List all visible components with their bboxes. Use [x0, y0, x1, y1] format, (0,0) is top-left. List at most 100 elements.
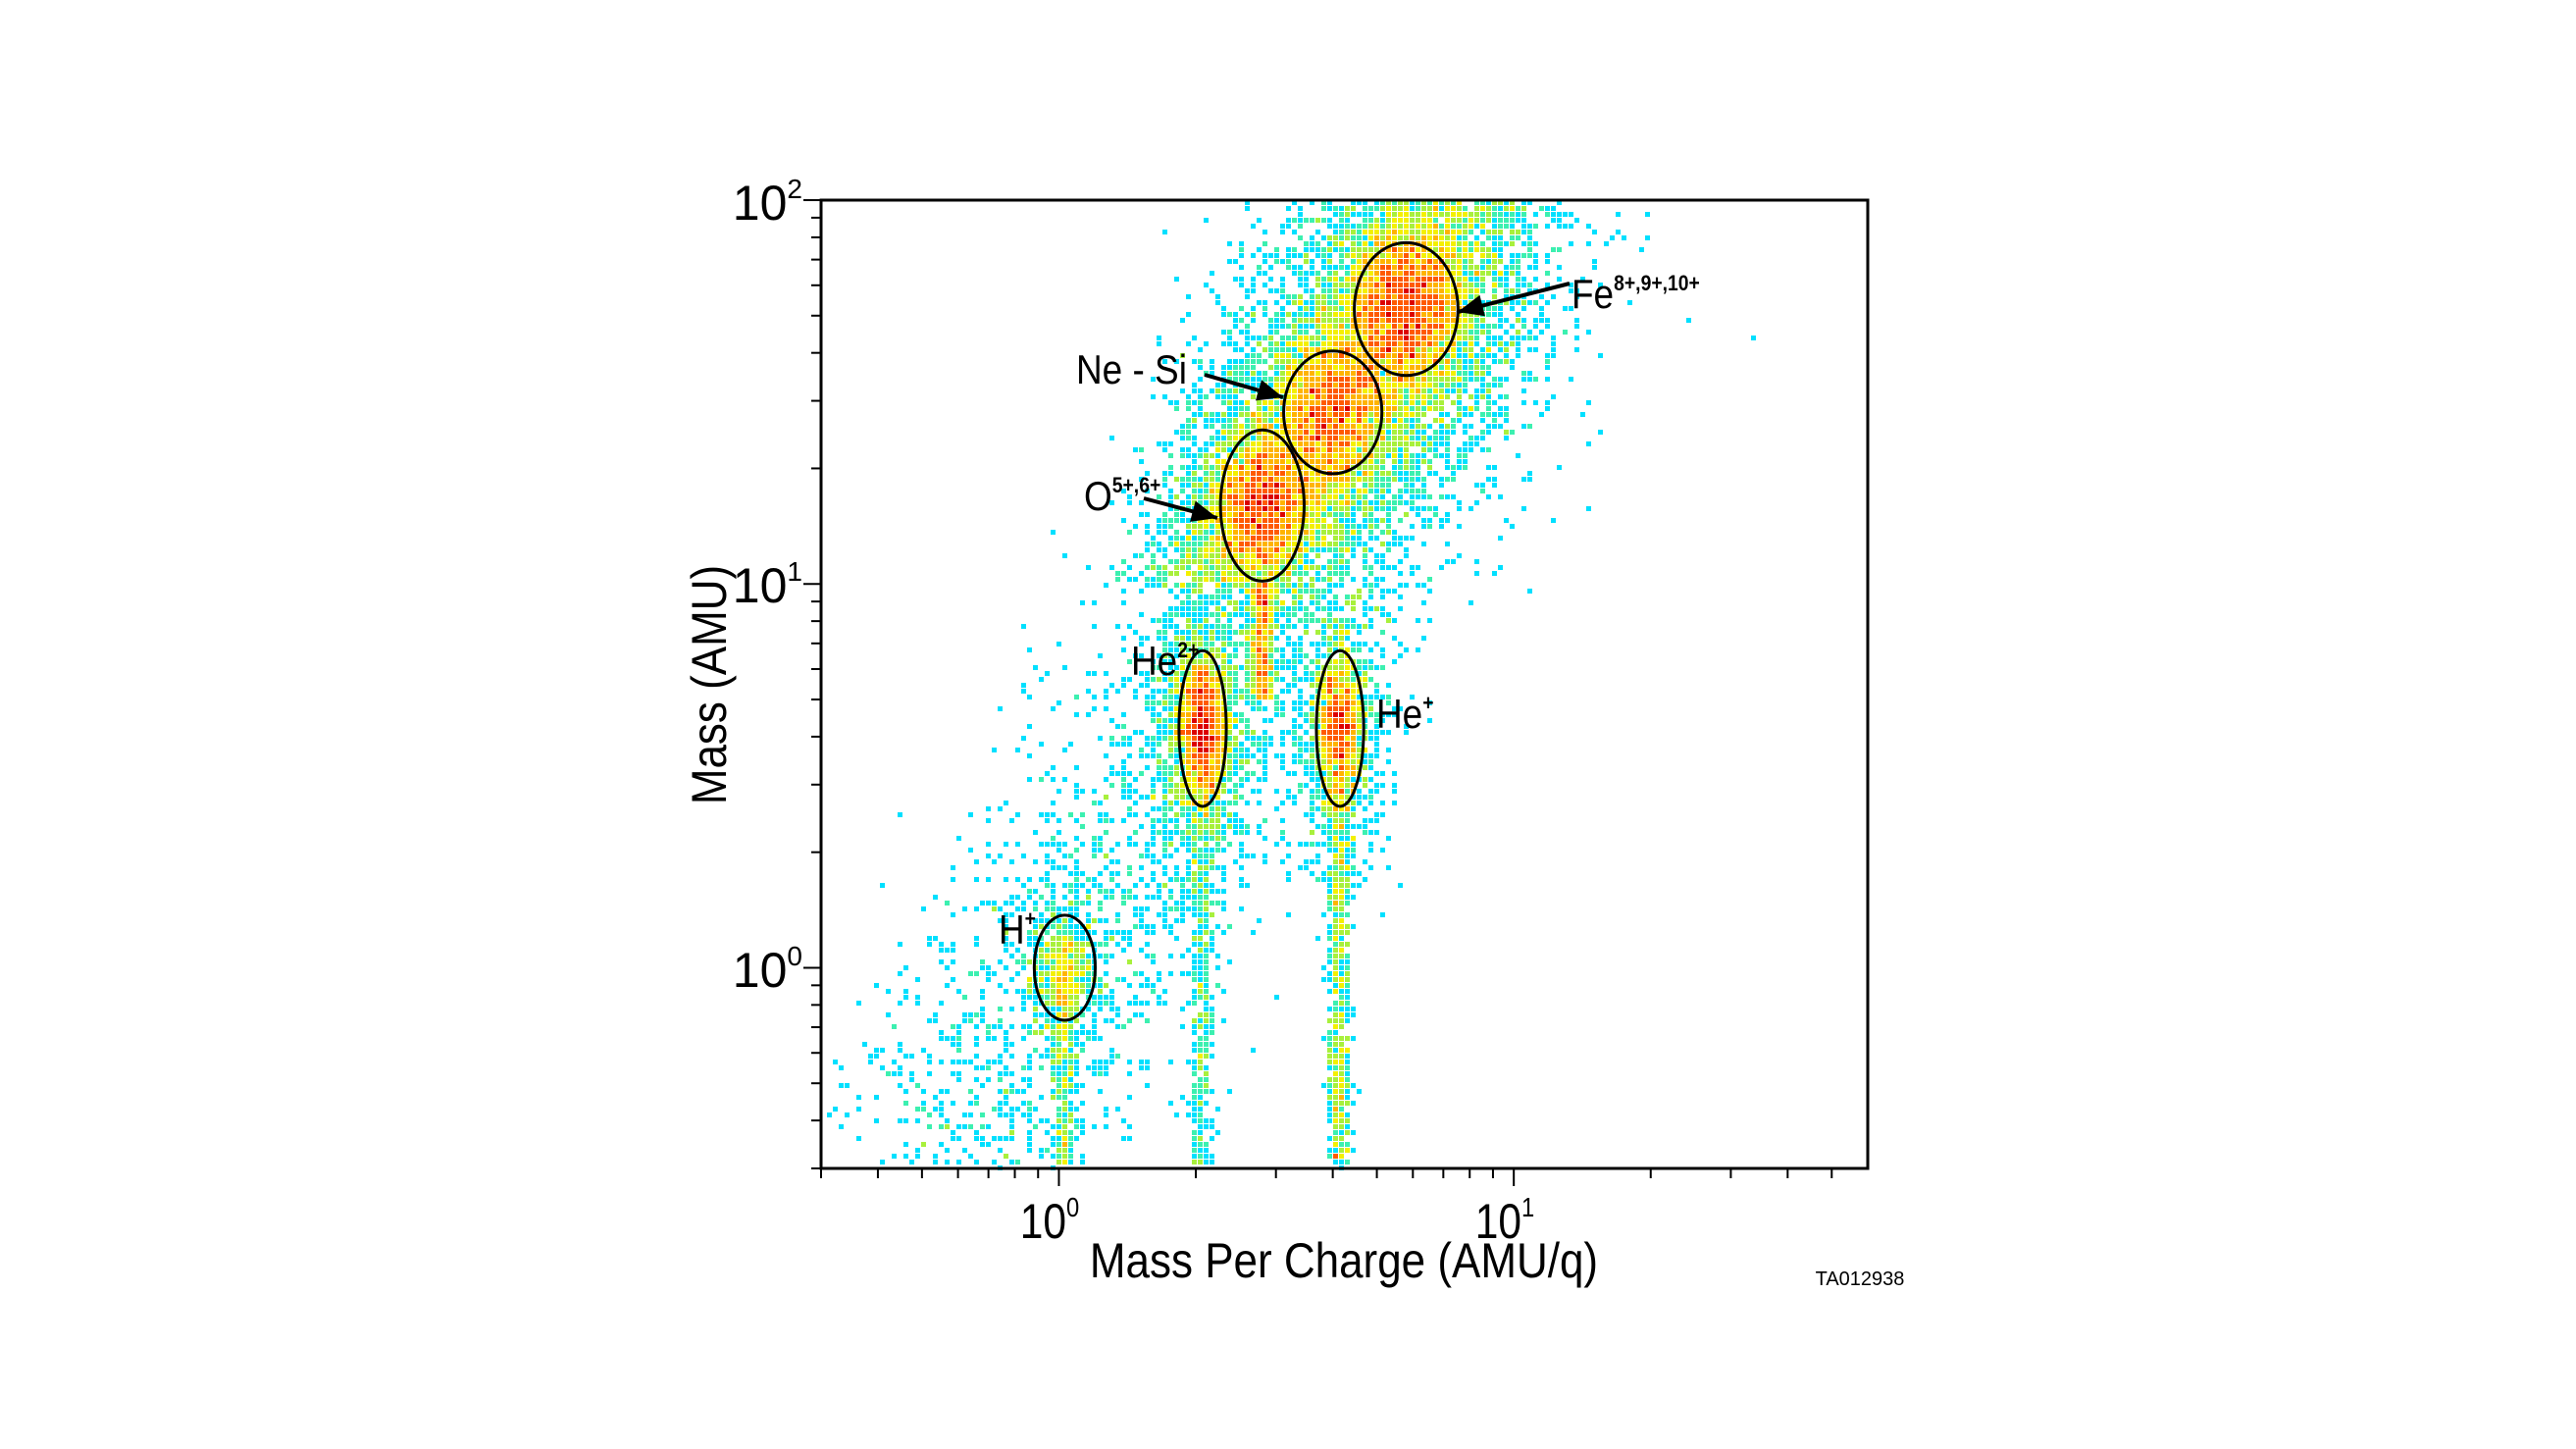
density-cell [1363, 371, 1367, 376]
density-cell [1416, 283, 1420, 287]
density-cell [1339, 418, 1344, 423]
density-cell [1280, 288, 1285, 293]
density-cell [1245, 424, 1250, 429]
density-cell [1045, 1036, 1050, 1041]
density-cell [1463, 430, 1468, 435]
density-cell [1121, 724, 1126, 729]
density-cell [1368, 218, 1373, 223]
density-cell [1280, 341, 1285, 346]
density-cell [1451, 330, 1456, 335]
density-cell [992, 1136, 997, 1141]
density-cell [1074, 765, 1079, 770]
density-cell [1168, 706, 1173, 711]
density-cell [968, 812, 973, 817]
density-cell [1056, 936, 1061, 941]
density-cell [1351, 271, 1356, 276]
density-cell [1192, 789, 1197, 794]
density-cell [1280, 506, 1285, 511]
density-cell [1480, 388, 1485, 393]
density-cell [1616, 230, 1621, 234]
density-cell [1339, 624, 1344, 629]
density-cell [1162, 359, 1167, 364]
density-cell [1527, 253, 1532, 258]
density-cell [1374, 359, 1379, 364]
density-cell [1286, 365, 1291, 370]
density-cell [1398, 883, 1403, 888]
density-cell [1074, 1018, 1079, 1023]
density-cell [1298, 265, 1303, 270]
density-cell [1404, 441, 1409, 446]
density-cell [1398, 394, 1403, 399]
density-cell [1374, 206, 1379, 211]
density-cell [1251, 571, 1256, 576]
density-cell [1321, 536, 1326, 541]
density-cell [980, 1018, 985, 1023]
density-cell [1392, 406, 1397, 411]
density-cell [986, 901, 991, 906]
density-cell [1298, 218, 1303, 223]
density-cell [1410, 441, 1415, 446]
density-cell [1339, 524, 1344, 529]
density-cell [1109, 436, 1114, 440]
density-cell [1357, 235, 1362, 240]
density-cell [1210, 818, 1214, 823]
density-cell [1180, 1024, 1185, 1029]
density-cell [1145, 742, 1150, 747]
density-cell [1245, 689, 1250, 694]
density-cell [1262, 706, 1267, 711]
density-cell [1310, 706, 1314, 711]
density-cell [1445, 288, 1450, 293]
density-cell [939, 1107, 944, 1112]
density-cell [1339, 436, 1344, 440]
density-cell [1327, 583, 1332, 588]
density-cell [1262, 241, 1267, 246]
density-cell [1333, 524, 1338, 529]
density-cell [1439, 241, 1444, 246]
density-cell [1327, 406, 1332, 411]
density-cell [1492, 288, 1497, 293]
density-cell [1527, 200, 1532, 205]
density-cell [1215, 447, 1220, 452]
density-cell [1580, 277, 1585, 282]
density-cell [1345, 777, 1350, 782]
density-cell [1251, 459, 1256, 464]
density-cell [1286, 518, 1291, 523]
density-cell [1315, 247, 1320, 252]
density-cell [1186, 765, 1191, 770]
density-cell [1198, 818, 1203, 823]
density-cell [1210, 471, 1214, 476]
density-cell [1245, 577, 1250, 582]
density-cell [1327, 200, 1332, 205]
density-cell [1268, 718, 1273, 723]
density-cell [1451, 288, 1456, 293]
density-cell [898, 942, 902, 947]
density-cell [1239, 412, 1244, 417]
density-cell [1310, 424, 1314, 429]
density-cell [945, 1036, 950, 1041]
density-cell [1451, 235, 1456, 240]
density-cell [1445, 336, 1450, 340]
density-cell [1151, 895, 1156, 900]
density-cell [1345, 494, 1350, 499]
density-cell [1298, 447, 1303, 452]
density-cell [1074, 877, 1079, 882]
density-cell [974, 936, 979, 941]
density-cell [1380, 912, 1385, 917]
density-cell [1204, 606, 1209, 611]
density-cell [915, 1083, 920, 1088]
density-cell [1274, 377, 1279, 382]
density-cell [1062, 1024, 1067, 1029]
density-cell [1327, 359, 1332, 364]
density-cell [1327, 695, 1332, 699]
density-cell [1086, 912, 1091, 917]
density-cell [1215, 653, 1220, 658]
density-cell [1427, 465, 1432, 470]
density-cell [1468, 265, 1473, 270]
density-cell [1298, 618, 1303, 623]
density-cell [1262, 312, 1267, 317]
density-cell [1145, 677, 1150, 682]
density-cell [1056, 1065, 1061, 1070]
density-cell [1298, 700, 1303, 705]
density-cell [1221, 642, 1226, 647]
density-cell [1274, 712, 1279, 717]
